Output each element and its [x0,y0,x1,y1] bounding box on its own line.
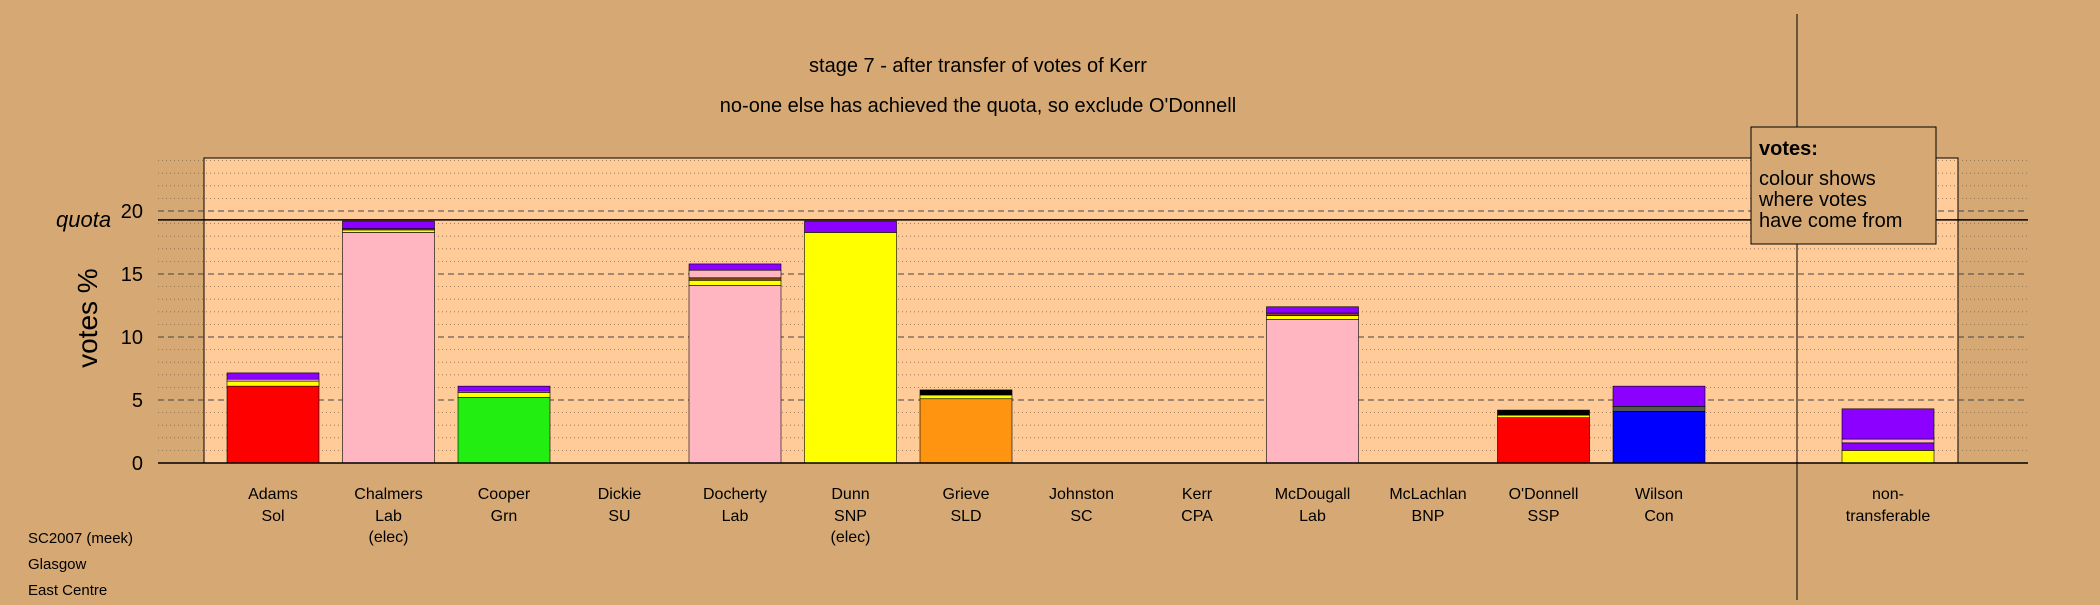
quota-label: quota [56,207,111,232]
candidate-name-label: Dunn [831,486,869,503]
footer-election: SC2007 (meek) [28,530,134,547]
bar-segment [1497,414,1590,418]
footer-council: Glasgow [28,556,87,573]
bar-segment [1266,315,1359,320]
bar-segment [804,232,897,464]
bar-segment [688,279,782,286]
bar-segment [688,263,782,271]
candidate-name-label: Wilson [1635,486,1683,503]
bar-segment [1266,312,1359,316]
candidate-party-label: Lab [1299,508,1326,525]
candidate-party-label: Con [1644,508,1673,525]
bar-segment [919,394,1013,400]
bar-segment [1612,385,1706,407]
bar-segment [1612,411,1706,464]
y-tick-label: 15 [121,264,143,286]
legend-box [1750,126,1937,245]
bar-segment [1841,442,1935,451]
candidate-party-label: Sol [261,508,284,525]
legend-title: votes: [1759,138,1818,160]
bar-segment [1266,319,1359,464]
y-tick-label: 0 [132,453,143,475]
candidate-party-label: SNP [834,508,867,525]
candidate-name-label: McLachlan [1389,486,1466,503]
chart-subtitle: no-one else has achieved the quota, so e… [720,95,1236,117]
footer-ward: East Centre [28,582,108,599]
bar-segment [1841,438,1935,444]
y-tick-label: 10 [121,327,143,349]
bar-segment [688,269,782,279]
y-axis-label: votes % [72,268,103,368]
bar-segment [457,385,551,392]
bar-segment [919,389,1013,396]
y-tick-label: 5 [132,390,143,412]
candidate-note-label: (elec) [368,529,408,546]
candidate-name-label: McDougall [1275,486,1351,503]
candidate-party-label: SC [1070,508,1092,525]
bar-segment [226,372,320,380]
candidate-party-label: transferable [1846,508,1931,525]
candidate-party-label: SLD [950,508,981,525]
candidate-party-label: Lab [722,508,749,525]
bar-segment [688,285,782,464]
candidate-name-label: non- [1872,486,1904,503]
bar-segment [342,229,435,233]
y-tick-label: 20 [121,201,143,223]
bar-segment [1497,417,1590,464]
candidate-name-label: Johnston [1049,486,1114,503]
candidate-name-label: Adams [248,486,298,503]
bar-segment [1841,408,1935,440]
bar-segment [1612,405,1706,412]
candidate-name-label: Grieve [942,486,989,503]
bar-segment [804,220,897,233]
bar-segment [226,380,320,387]
bar-segment [1497,409,1590,416]
bar-segment [1266,306,1359,314]
candidate-name-label: O'Donnell [1509,486,1579,503]
candidate-name-label: Dickie [598,486,642,503]
bar-segment [919,398,1013,464]
candidate-name-label: Cooper [478,486,531,503]
bar-segment [688,277,782,281]
chart-title: stage 7 - after transfer of votes of Ker… [809,55,1147,77]
candidate-party-label: Grn [491,508,518,525]
candidate-name-label: Chalmers [354,486,422,503]
bar-segment [226,385,320,464]
candidate-note-label: (elec) [830,529,870,546]
candidate-party-label: Lab [375,508,402,525]
candidate-name-label: Docherty [703,486,767,503]
candidate-party-label: SU [608,508,630,525]
legend-line: have come from [1759,210,1902,232]
candidate-party-label: CPA [1181,508,1213,525]
legend-line: colour shows [1759,168,1876,190]
bar-segment [457,392,551,398]
bar-segment [1841,450,1935,464]
candidate-party-label: SSP [1527,508,1559,525]
candidate-party-label: BNP [1412,508,1445,525]
candidate-name-label: Kerr [1182,486,1213,503]
bar-segment [342,220,435,229]
legend-line: where votes [1758,189,1867,211]
bar-segment [457,397,551,464]
bar-segment [342,232,435,464]
